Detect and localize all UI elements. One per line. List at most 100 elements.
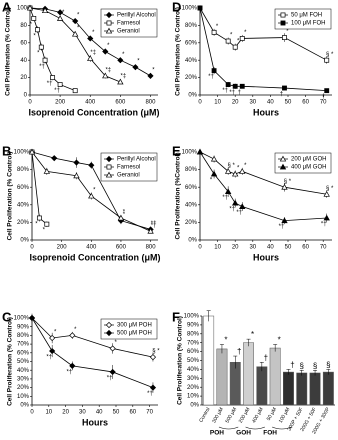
point-label: * [123,212,126,218]
y-tick-label: 40% [187,367,200,373]
point-label: * [92,30,95,36]
y-tick-label: 0% [20,238,29,244]
point-label: * [114,340,117,346]
marker [71,30,79,37]
x-tick-label: 40 [267,100,274,106]
x-tick-label: 20 [232,100,239,106]
x-tick-label: 800 [145,100,156,106]
marker [42,57,48,63]
x-axis-label: Hours [253,107,279,117]
bar [269,347,281,406]
y-tick-label: 100 [17,6,28,12]
point-label: * [30,22,33,28]
marker [105,321,113,329]
point-label: *† [47,81,53,87]
point-label: *† [222,88,228,94]
y-axis-label: Cell Proliferation (% Control) [7,317,14,406]
y-tick-label: 30% [187,376,200,382]
group-label: POH [210,430,224,437]
x-tick-label: 70 [320,100,327,106]
y-tick-label: 20% [187,385,200,391]
point-label: *† [66,369,72,375]
series-line [31,151,151,230]
x-tick-label: 800 [146,245,157,251]
legend-label: Geraniol [117,173,140,179]
point-label: * [54,330,57,336]
x-tick-label: 600 [115,100,126,106]
x-tick-label: 200 μM [238,407,252,425]
legend-label: 100 μM FOH [291,21,325,27]
point-label: * [122,52,125,58]
point-label: * [244,30,247,36]
marker [196,148,204,155]
bar [216,348,228,406]
y-tick-label: 70% [17,342,30,348]
marker [73,172,80,179]
marker [102,48,109,55]
point-label: *† [229,90,235,96]
marker [210,170,218,177]
x-tick-label: 0 [28,100,32,106]
x-tick-label: 30 [249,100,256,106]
marker [73,159,80,166]
marker [149,384,157,391]
y-tick-label: 100% [182,150,198,156]
point-label: * [237,166,240,172]
y-axis-label: Cell Proliferation (% Control) [5,7,12,96]
x-tick-label: 200 [55,100,66,106]
point-label: *† [39,64,45,70]
x-tick-label: 400 μM [251,407,265,425]
marker [49,347,56,355]
marker [69,362,76,369]
point-label: * [77,26,80,32]
point-label: § * [152,349,160,355]
marker [211,29,217,35]
y-tick-label: 20% [17,220,30,226]
point-label: * [123,210,126,216]
bar [243,342,254,406]
series-line [31,151,48,225]
marker [106,20,112,26]
legend-box [274,8,332,30]
x-tick-label: 400 [85,100,96,106]
y-tick-label: 10% [187,394,200,400]
point-label: * [37,51,40,57]
marker [57,9,64,16]
legend-label: Farnesol [117,21,140,27]
marker [88,162,95,169]
y-tick-label: 60% [185,185,198,191]
point-label: *† [54,88,60,94]
marker [324,88,330,94]
y-tick-label: 40 [20,58,27,64]
marker [36,215,42,221]
x-tick-label: 40 [96,410,103,416]
marker [239,203,246,209]
point-label: * [77,13,80,19]
marker [279,155,287,162]
y-tick-label: 100% [14,316,30,322]
y-tick-label: 0% [20,403,29,409]
marker [105,171,113,178]
marker [225,82,231,87]
x-tick-label: 0 [198,245,202,251]
y-tick-label: 50% [187,358,200,364]
x-tick-label: 400 [86,245,97,251]
bar-symbol: † [290,361,294,370]
y-tick-label: 60% [17,350,30,356]
bar [296,372,308,406]
point-label: *† [229,207,235,213]
point-label: * [62,10,65,16]
point-label: * [210,178,213,184]
point-label: * [33,33,36,39]
marker [105,329,113,337]
marker [239,168,246,174]
legend-label: Geraniol [117,29,140,35]
series-line [31,151,151,232]
x-tick-label: 60 [302,245,309,251]
marker [147,72,154,79]
point-label: *‡ [90,50,96,56]
marker [87,35,94,42]
marker [324,57,330,63]
point-label: * [93,188,96,194]
